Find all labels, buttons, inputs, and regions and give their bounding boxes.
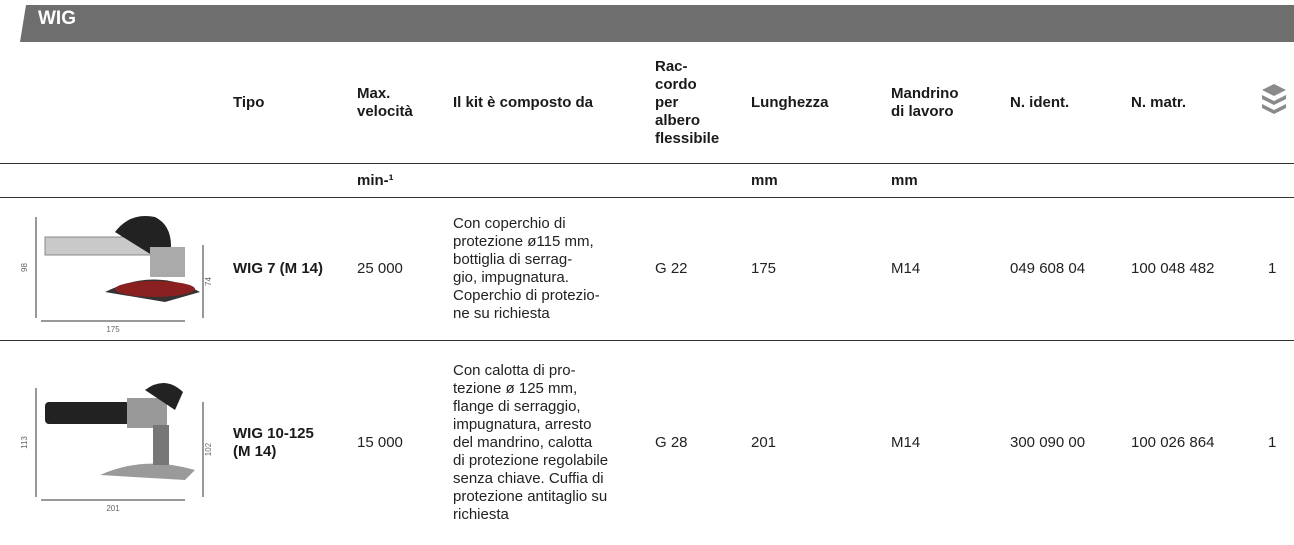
shape <box>127 398 167 428</box>
dimension-label: 175 <box>106 325 120 334</box>
cell: Con calotta di pro- tezione ø 125 mm, fl… <box>453 361 609 523</box>
cell: M14 <box>891 259 921 277</box>
shape <box>145 382 183 410</box>
cell: 1 <box>1268 433 1277 451</box>
rule <box>0 197 1294 198</box>
column-header: Tipo <box>233 93 265 111</box>
unit: mm <box>891 171 918 189</box>
shape <box>100 463 195 480</box>
cell: 25 000 <box>357 259 403 277</box>
dimension-label: 74 <box>204 277 213 286</box>
column-header: Max. velocità <box>357 84 413 120</box>
column-header: Il kit è composto da <box>453 93 594 111</box>
product-name: WIG 7 (M 14) <box>233 259 324 277</box>
cell: Con coperchio di protezione ø115 mm, bot… <box>453 214 600 322</box>
title-bar <box>20 5 1294 42</box>
rule <box>0 163 1294 164</box>
shape <box>115 281 195 297</box>
unit: mm <box>751 171 778 189</box>
column-header: Mandrino di lavoro <box>891 84 959 120</box>
product-name: WIG 10-125 (M 14) <box>233 424 314 460</box>
cell: 100 026 864 <box>1131 433 1215 451</box>
cell: M14 <box>891 433 921 451</box>
product-drawing: 98 74 175 <box>20 216 213 334</box>
cell: 100 048 482 <box>1131 259 1215 277</box>
rule <box>0 340 1294 341</box>
cell: 15 000 <box>357 433 403 451</box>
shape <box>153 425 169 465</box>
column-header: Rac- cordo per albero flessibile <box>655 57 720 147</box>
dimension-label: 201 <box>106 504 120 513</box>
cell: G 28 <box>655 433 688 451</box>
shape <box>150 247 185 277</box>
package-icon <box>1262 84 1286 114</box>
cell: 1 <box>1268 259 1277 277</box>
column-header: Lunghezza <box>751 93 829 111</box>
cell: 175 <box>751 259 777 277</box>
dimension-label: 113 <box>20 436 29 449</box>
column-header: N. matr. <box>1131 93 1187 111</box>
unit: min-¹ <box>357 171 394 189</box>
dimension-label: 102 <box>204 442 213 456</box>
cell: 300 090 00 <box>1010 433 1086 451</box>
cell: 201 <box>751 433 777 451</box>
column-header: N. ident. <box>1010 93 1070 111</box>
shape <box>45 402 130 424</box>
title: WIG <box>38 8 76 29</box>
dimension-label: 98 <box>20 263 29 272</box>
cell: G 22 <box>655 259 688 277</box>
shape <box>115 216 171 257</box>
product-drawing: 113 102 201 <box>20 382 213 513</box>
cell: 049 608 04 <box>1010 259 1086 277</box>
